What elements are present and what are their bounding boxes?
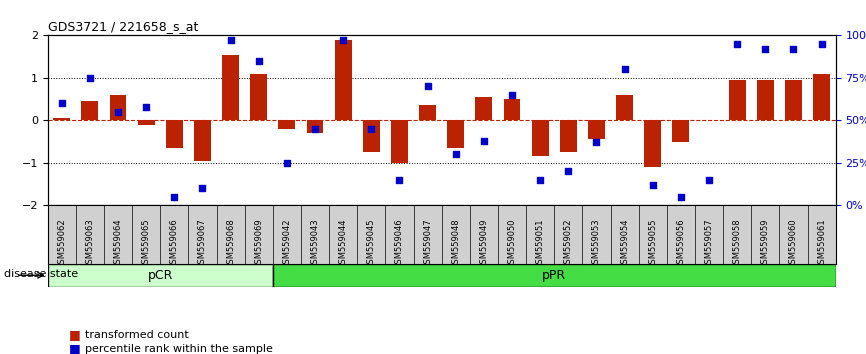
Bar bbox=[363, 120, 379, 152]
Point bbox=[139, 104, 153, 110]
Bar bbox=[194, 120, 210, 161]
Point bbox=[365, 126, 378, 132]
Bar bbox=[728, 80, 746, 120]
Text: GDS3721 / 221658_s_at: GDS3721 / 221658_s_at bbox=[48, 20, 198, 33]
Bar bbox=[757, 80, 774, 120]
Bar bbox=[138, 120, 155, 125]
Point bbox=[308, 126, 322, 132]
Bar bbox=[278, 120, 295, 129]
Point bbox=[617, 67, 631, 72]
Text: pPR: pPR bbox=[542, 269, 566, 282]
Text: ■: ■ bbox=[69, 342, 81, 354]
Point bbox=[646, 182, 660, 188]
Bar bbox=[54, 118, 70, 120]
Point bbox=[336, 38, 350, 43]
Bar bbox=[307, 120, 323, 133]
Point bbox=[759, 46, 772, 52]
Point bbox=[167, 194, 181, 200]
Point bbox=[702, 177, 716, 183]
Bar bbox=[785, 80, 802, 120]
Bar bbox=[588, 120, 605, 139]
Bar bbox=[532, 120, 549, 156]
Point bbox=[449, 152, 462, 157]
Bar bbox=[391, 120, 408, 163]
Text: transformed count: transformed count bbox=[85, 330, 189, 339]
Point bbox=[730, 41, 744, 47]
Point bbox=[280, 160, 294, 166]
Text: disease state: disease state bbox=[4, 269, 79, 279]
Bar bbox=[813, 74, 830, 120]
Point bbox=[55, 101, 68, 106]
Bar bbox=[447, 120, 464, 148]
Bar bbox=[419, 105, 436, 120]
Bar bbox=[166, 120, 183, 148]
Point bbox=[252, 58, 266, 64]
Bar bbox=[644, 120, 662, 167]
Point bbox=[83, 75, 97, 81]
Point bbox=[561, 169, 575, 174]
Bar bbox=[222, 55, 239, 120]
Bar bbox=[560, 120, 577, 152]
Point bbox=[590, 139, 604, 145]
Bar bbox=[250, 74, 267, 120]
Bar bbox=[503, 99, 520, 120]
Point bbox=[674, 194, 688, 200]
Bar bbox=[81, 101, 98, 120]
Point bbox=[223, 38, 237, 43]
Point bbox=[477, 138, 491, 144]
Text: pCR: pCR bbox=[147, 269, 173, 282]
Text: ■: ■ bbox=[69, 328, 81, 341]
Point bbox=[196, 185, 210, 191]
FancyBboxPatch shape bbox=[273, 264, 836, 287]
Point bbox=[815, 41, 829, 47]
Point bbox=[505, 92, 519, 98]
Point bbox=[111, 109, 125, 115]
Point bbox=[786, 46, 800, 52]
Bar bbox=[672, 120, 689, 142]
Text: percentile rank within the sample: percentile rank within the sample bbox=[85, 344, 273, 354]
Point bbox=[421, 84, 435, 89]
Bar bbox=[475, 97, 492, 120]
Point bbox=[392, 177, 406, 183]
Bar bbox=[334, 40, 352, 120]
Bar bbox=[109, 95, 126, 120]
FancyBboxPatch shape bbox=[48, 264, 273, 287]
Bar bbox=[617, 95, 633, 120]
Point bbox=[533, 177, 547, 183]
